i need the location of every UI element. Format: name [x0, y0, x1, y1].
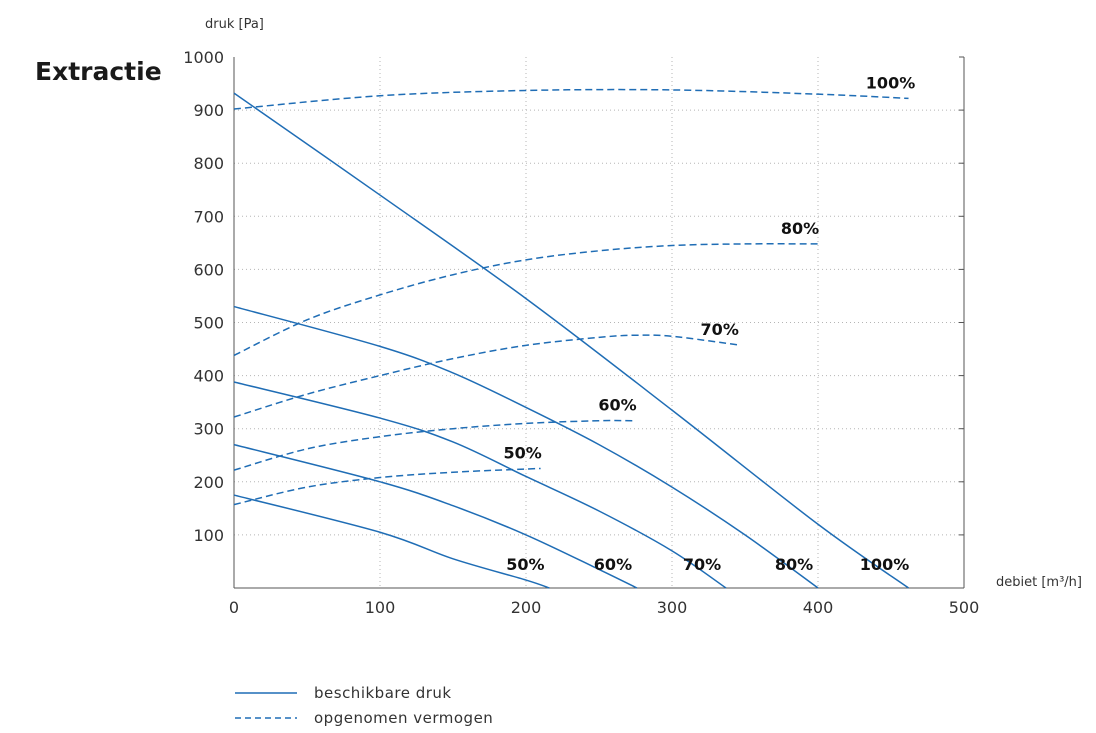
power-curve-50pct	[233, 467, 541, 506]
chart-title: Extractie	[35, 57, 162, 86]
power-label-60pct: 60%	[598, 396, 636, 415]
x-axis-label: debiet [m³/h]	[996, 575, 1082, 590]
pressure-label-50pct: 50%	[506, 555, 544, 574]
x-tick-label: 300	[657, 598, 688, 617]
power-curve-60pct	[233, 419, 636, 471]
axes	[233, 56, 965, 589]
y-tick-label: 500	[193, 314, 224, 333]
y-tick-label: 1000	[183, 48, 224, 67]
x-tick-label: 500	[949, 598, 980, 617]
y-tick-label: 200	[193, 473, 224, 492]
y-axis-label: druk [Pa]	[205, 17, 264, 32]
pressure-label-100pct: 100%	[860, 555, 909, 574]
x-tick-label: 100	[365, 598, 396, 617]
curve-labels: 50% 60% 70% 80% 100% 50% 60% 70% 80% 100%	[503, 73, 915, 574]
y-tick-label: 400	[193, 367, 224, 386]
power-label-100pct: 100%	[866, 73, 915, 92]
power-curve-70pct	[233, 334, 738, 418]
power-label-70pct: 70%	[701, 320, 739, 339]
y-tick-label: 800	[193, 154, 224, 173]
power-curve-100pct	[233, 88, 909, 110]
pressure-curve-70pct	[233, 381, 727, 589]
x-tick-label: 200	[511, 598, 542, 617]
x-tick-label: 0	[229, 598, 239, 617]
pressure-curve-100pct	[233, 92, 909, 589]
power-label-80pct: 80%	[781, 219, 819, 238]
power-label-50pct: 50%	[503, 444, 541, 463]
power-curve-80pct	[233, 243, 819, 357]
pressure-label-60pct: 60%	[594, 555, 632, 574]
pressure-label-80pct: 80%	[775, 555, 813, 574]
y-tick-label: 100	[193, 526, 224, 545]
y-tick-label: 600	[193, 260, 224, 279]
y-tick-label: 300	[193, 420, 224, 439]
tick-labels: 0 100 200 300 400 500 100 200 300 400 500 600 700 800…	[183, 48, 979, 617]
pressure-label-70pct: 70%	[683, 555, 721, 574]
y-tick-label: 900	[193, 101, 224, 120]
y-tick-label: 700	[193, 207, 224, 226]
legend-label-beschikbare-druk: beschikbare druk	[314, 684, 452, 702]
grid	[234, 57, 964, 588]
pressure-curve-60pct	[233, 443, 638, 589]
series	[233, 88, 909, 589]
pressure-curve-80pct	[233, 305, 819, 589]
x-tick-label: 400	[803, 598, 834, 617]
pressure-curve-50pct	[233, 494, 550, 589]
legend-label-opgenomen-vermogen: opgenomen vermogen	[314, 709, 493, 727]
legend: beschikbare druk opgenomen vermogen	[235, 684, 493, 727]
